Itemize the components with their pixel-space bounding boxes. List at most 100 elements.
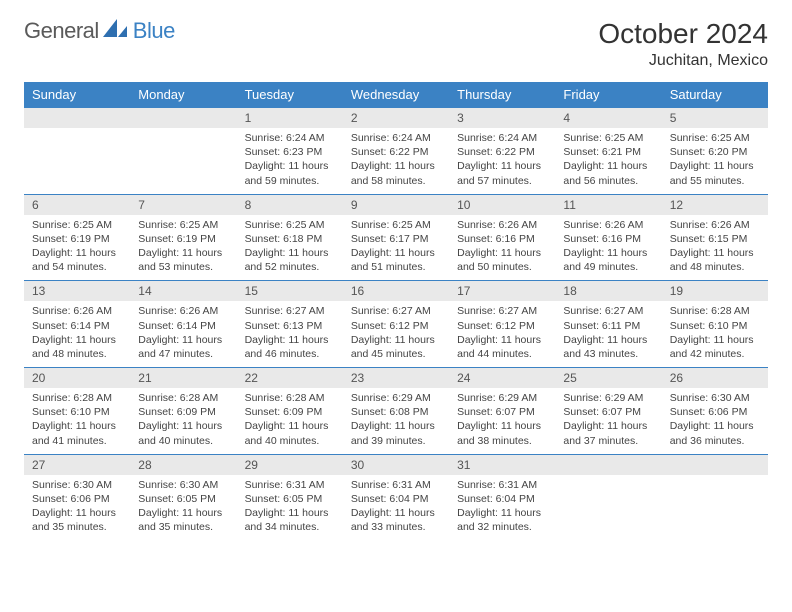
day-number: 3: [449, 107, 555, 128]
sunrise-text: Sunrise: 6:26 AM: [32, 304, 122, 318]
day-body: Sunrise: 6:31 AMSunset: 6:04 PMDaylight:…: [343, 475, 449, 541]
calendar-week-row: 6Sunrise: 6:25 AMSunset: 6:19 PMDaylight…: [24, 194, 768, 281]
sunset-text: Sunset: 6:18 PM: [245, 232, 335, 246]
sunrise-text: Sunrise: 6:27 AM: [563, 304, 653, 318]
day-number: 22: [237, 367, 343, 388]
daylight-text-1: Daylight: 11 hours: [457, 333, 547, 347]
day-body: Sunrise: 6:31 AMSunset: 6:04 PMDaylight:…: [449, 475, 555, 541]
calendar-cell: 30Sunrise: 6:31 AMSunset: 6:04 PMDayligh…: [343, 454, 449, 541]
calendar-cell: 1Sunrise: 6:24 AMSunset: 6:23 PMDaylight…: [237, 107, 343, 194]
sunset-text: Sunset: 6:19 PM: [32, 232, 122, 246]
weekday-header-row: Sunday Monday Tuesday Wednesday Thursday…: [24, 82, 768, 107]
daylight-text-1: Daylight: 11 hours: [245, 419, 335, 433]
day-number: 14: [130, 280, 236, 301]
daylight-text-1: Daylight: 11 hours: [670, 419, 760, 433]
daylight-text-2: and 43 minutes.: [563, 347, 653, 361]
sunrise-text: Sunrise: 6:29 AM: [457, 391, 547, 405]
day-body: Sunrise: 6:25 AMSunset: 6:21 PMDaylight:…: [555, 128, 661, 194]
day-number: 11: [555, 194, 661, 215]
sunset-text: Sunset: 6:19 PM: [138, 232, 228, 246]
sunset-text: Sunset: 6:12 PM: [457, 319, 547, 333]
sunset-text: Sunset: 6:04 PM: [457, 492, 547, 506]
day-number: 12: [662, 194, 768, 215]
daylight-text-2: and 54 minutes.: [32, 260, 122, 274]
day-body: Sunrise: 6:30 AMSunset: 6:05 PMDaylight:…: [130, 475, 236, 541]
day-body: Sunrise: 6:25 AMSunset: 6:17 PMDaylight:…: [343, 215, 449, 281]
sunrise-text: Sunrise: 6:25 AM: [32, 218, 122, 232]
sunset-text: Sunset: 6:16 PM: [457, 232, 547, 246]
daylight-text-2: and 59 minutes.: [245, 174, 335, 188]
calendar-week-row: 20Sunrise: 6:28 AMSunset: 6:10 PMDayligh…: [24, 367, 768, 454]
daylight-text-1: Daylight: 11 hours: [138, 419, 228, 433]
daylight-text-1: Daylight: 11 hours: [138, 333, 228, 347]
calendar-cell: 24Sunrise: 6:29 AMSunset: 6:07 PMDayligh…: [449, 367, 555, 454]
calendar-cell: [555, 454, 661, 541]
daylight-text-2: and 37 minutes.: [563, 434, 653, 448]
day-body: Sunrise: 6:24 AMSunset: 6:22 PMDaylight:…: [449, 128, 555, 194]
day-body: Sunrise: 6:30 AMSunset: 6:06 PMDaylight:…: [24, 475, 130, 541]
sunset-text: Sunset: 6:17 PM: [351, 232, 441, 246]
day-body: Sunrise: 6:25 AMSunset: 6:18 PMDaylight:…: [237, 215, 343, 281]
day-body: [130, 128, 236, 178]
day-number: 4: [555, 107, 661, 128]
sunset-text: Sunset: 6:07 PM: [563, 405, 653, 419]
sunrise-text: Sunrise: 6:25 AM: [245, 218, 335, 232]
page-title: October 2024: [598, 18, 768, 50]
sunrise-text: Sunrise: 6:24 AM: [457, 131, 547, 145]
sunrise-text: Sunrise: 6:25 AM: [670, 131, 760, 145]
day-number: 27: [24, 454, 130, 475]
weekday-header: Tuesday: [237, 82, 343, 107]
daylight-text-1: Daylight: 11 hours: [457, 419, 547, 433]
calendar-week-row: 13Sunrise: 6:26 AMSunset: 6:14 PMDayligh…: [24, 280, 768, 367]
daylight-text-1: Daylight: 11 hours: [457, 159, 547, 173]
sunrise-text: Sunrise: 6:24 AM: [245, 131, 335, 145]
day-body: [24, 128, 130, 178]
day-body: Sunrise: 6:29 AMSunset: 6:07 PMDaylight:…: [555, 388, 661, 454]
sunset-text: Sunset: 6:14 PM: [138, 319, 228, 333]
sunset-text: Sunset: 6:15 PM: [670, 232, 760, 246]
daylight-text-1: Daylight: 11 hours: [670, 333, 760, 347]
day-body: Sunrise: 6:29 AMSunset: 6:07 PMDaylight:…: [449, 388, 555, 454]
day-number: 6: [24, 194, 130, 215]
daylight-text-1: Daylight: 11 hours: [351, 333, 441, 347]
sunrise-text: Sunrise: 6:29 AM: [351, 391, 441, 405]
day-body: Sunrise: 6:28 AMSunset: 6:09 PMDaylight:…: [130, 388, 236, 454]
calendar-cell: [24, 107, 130, 194]
calendar-table: Sunday Monday Tuesday Wednesday Thursday…: [24, 82, 768, 540]
calendar-cell: 9Sunrise: 6:25 AMSunset: 6:17 PMDaylight…: [343, 194, 449, 281]
daylight-text-1: Daylight: 11 hours: [245, 506, 335, 520]
day-number: 16: [343, 280, 449, 301]
calendar-cell: 22Sunrise: 6:28 AMSunset: 6:09 PMDayligh…: [237, 367, 343, 454]
calendar-week-row: 27Sunrise: 6:30 AMSunset: 6:06 PMDayligh…: [24, 454, 768, 541]
day-body: Sunrise: 6:25 AMSunset: 6:19 PMDaylight:…: [24, 215, 130, 281]
calendar-cell: 25Sunrise: 6:29 AMSunset: 6:07 PMDayligh…: [555, 367, 661, 454]
day-body: Sunrise: 6:31 AMSunset: 6:05 PMDaylight:…: [237, 475, 343, 541]
day-body: [662, 475, 768, 525]
daylight-text-1: Daylight: 11 hours: [138, 246, 228, 260]
day-number: 8: [237, 194, 343, 215]
day-body: Sunrise: 6:27 AMSunset: 6:11 PMDaylight:…: [555, 301, 661, 367]
daylight-text-2: and 42 minutes.: [670, 347, 760, 361]
daylight-text-1: Daylight: 11 hours: [32, 246, 122, 260]
calendar-cell: 8Sunrise: 6:25 AMSunset: 6:18 PMDaylight…: [237, 194, 343, 281]
day-body: Sunrise: 6:26 AMSunset: 6:15 PMDaylight:…: [662, 215, 768, 281]
sunrise-text: Sunrise: 6:30 AM: [138, 478, 228, 492]
sunset-text: Sunset: 6:09 PM: [138, 405, 228, 419]
sunset-text: Sunset: 6:13 PM: [245, 319, 335, 333]
day-body: Sunrise: 6:27 AMSunset: 6:12 PMDaylight:…: [449, 301, 555, 367]
day-body: Sunrise: 6:29 AMSunset: 6:08 PMDaylight:…: [343, 388, 449, 454]
daylight-text-2: and 49 minutes.: [563, 260, 653, 274]
sunrise-text: Sunrise: 6:24 AM: [351, 131, 441, 145]
daylight-text-1: Daylight: 11 hours: [457, 506, 547, 520]
sunset-text: Sunset: 6:07 PM: [457, 405, 547, 419]
weekday-header: Monday: [130, 82, 236, 107]
daylight-text-2: and 44 minutes.: [457, 347, 547, 361]
day-number: 7: [130, 194, 236, 215]
daylight-text-2: and 56 minutes.: [563, 174, 653, 188]
sunset-text: Sunset: 6:04 PM: [351, 492, 441, 506]
daylight-text-1: Daylight: 11 hours: [670, 246, 760, 260]
day-number: 28: [130, 454, 236, 475]
day-number: [130, 107, 236, 128]
sunrise-text: Sunrise: 6:31 AM: [351, 478, 441, 492]
daylight-text-2: and 45 minutes.: [351, 347, 441, 361]
